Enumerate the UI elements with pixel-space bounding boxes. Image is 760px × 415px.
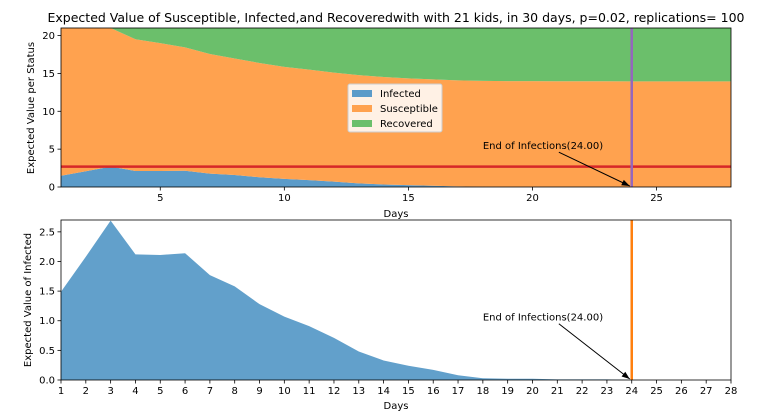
- y-tick-label: 2.5: [39, 227, 55, 238]
- x-tick-label: 9: [256, 386, 262, 397]
- y-tick-label: 15: [42, 69, 55, 80]
- x-tick-label: 25: [650, 193, 663, 204]
- top-chart-y-label: Expected Value per Status: [26, 42, 37, 174]
- x-tick-label: 15: [402, 193, 415, 204]
- top-chart-y-ticks: 0 5 10 15 20: [42, 31, 61, 194]
- annotation-arrowhead: [621, 371, 630, 379]
- x-tick-label: 14: [377, 386, 390, 397]
- x-tick-label: 20: [526, 193, 539, 204]
- x-tick-label: 11: [303, 386, 316, 397]
- x-tick-label: 24: [625, 386, 638, 397]
- legend-swatch-recovered: [352, 120, 372, 127]
- top-chart-legend: Infected Susceptible Recovered: [347, 83, 443, 133]
- y-tick-label: 2.0: [39, 257, 55, 268]
- x-tick-label: 13: [352, 386, 365, 397]
- x-tick-label: 16: [427, 386, 440, 397]
- top-chart: Expected Value of Susceptible, Infected,…: [26, 10, 745, 220]
- x-tick-label: 3: [107, 386, 113, 397]
- bottom-chart-y-ticks: 0.0 0.5 1.0 1.5 2.0 2.5: [39, 227, 61, 387]
- annotation-arrow: [558, 151, 630, 187]
- x-tick-label: 8: [232, 386, 238, 397]
- y-tick-label: 0: [49, 183, 55, 194]
- top-chart-title: Expected Value of Susceptible, Infected,…: [48, 10, 745, 25]
- top-chart-frame: [60, 27, 732, 188]
- x-tick-label: 22: [576, 386, 589, 397]
- legend-label-recovered: Recovered: [380, 119, 433, 130]
- x-tick-label: 10: [278, 386, 291, 397]
- annotation-text: End of Infections(24.00): [483, 141, 603, 152]
- legend-label-infected: Infected: [380, 89, 421, 100]
- x-tick-label: 4: [132, 386, 138, 397]
- x-tick-label: 5: [157, 386, 163, 397]
- bottom-chart-x-ticks: 1 2 3 4 5 6 7 8 9 10 11 12 13 14 15 16 17 18 19 20 21 22 23 24 2…: [58, 380, 738, 397]
- x-tick-label: 28: [725, 386, 738, 397]
- y-tick-label: 20: [42, 31, 55, 42]
- x-tick-label: 7: [207, 386, 213, 397]
- area-infected: [61, 166, 731, 187]
- top-chart-x-ticks: 5 10 15 20 25: [157, 187, 663, 204]
- bottom-chart-x-label: Days: [384, 401, 409, 412]
- top-chart-x-label: Days: [384, 209, 409, 220]
- x-tick-label: 5: [157, 193, 163, 204]
- y-tick-label: 0.5: [39, 346, 55, 357]
- annotation-text: End of Infections(24.00): [483, 313, 603, 324]
- annotation-arrow: [558, 323, 631, 380]
- x-tick-label: 26: [675, 386, 688, 397]
- legend-swatch-susceptible: [352, 105, 372, 112]
- y-tick-label: 0.0: [39, 376, 55, 387]
- x-tick-label: 25: [650, 386, 663, 397]
- x-tick-label: 18: [476, 386, 489, 397]
- annotation-arrowhead: [621, 179, 630, 186]
- area-recovered: [61, 28, 731, 82]
- y-tick-label: 1.5: [39, 287, 55, 298]
- x-tick-label: 15: [402, 386, 415, 397]
- bottom-chart-areas: [61, 220, 731, 380]
- bottom-chart: 1 2 3 4 5 6 7 8 9 10 11 12 13 14 15 16 17 18 19 20 21 22 23 24 2…: [23, 219, 738, 412]
- bottom-chart-y-label: Expected Value of Infected: [23, 233, 34, 367]
- x-tick-label: 21: [551, 386, 564, 397]
- area-infected: [61, 220, 731, 380]
- y-tick-label: 10: [42, 107, 55, 118]
- x-tick-label: 10: [278, 193, 291, 204]
- bottom-chart-frame: [60, 219, 732, 381]
- top-chart-reference-lines: [61, 28, 731, 187]
- legend-swatch-infected: [352, 90, 372, 97]
- x-tick-label: 1: [58, 386, 64, 397]
- y-tick-label: 5: [49, 145, 55, 156]
- bottom-chart-annotation: End of Infections(24.00): [483, 313, 631, 380]
- top-chart-annotation: End of Infections(24.00): [483, 141, 630, 187]
- x-tick-label: 23: [601, 386, 614, 397]
- y-tick-label: 1.0: [39, 316, 55, 327]
- legend-label-susceptible: Susceptible: [380, 104, 438, 115]
- x-tick-label: 27: [700, 386, 713, 397]
- x-tick-label: 6: [182, 386, 188, 397]
- x-tick-label: 2: [83, 386, 89, 397]
- x-tick-label: 20: [526, 386, 539, 397]
- x-tick-label: 17: [452, 386, 465, 397]
- x-tick-label: 12: [328, 386, 341, 397]
- x-tick-label: 19: [501, 386, 514, 397]
